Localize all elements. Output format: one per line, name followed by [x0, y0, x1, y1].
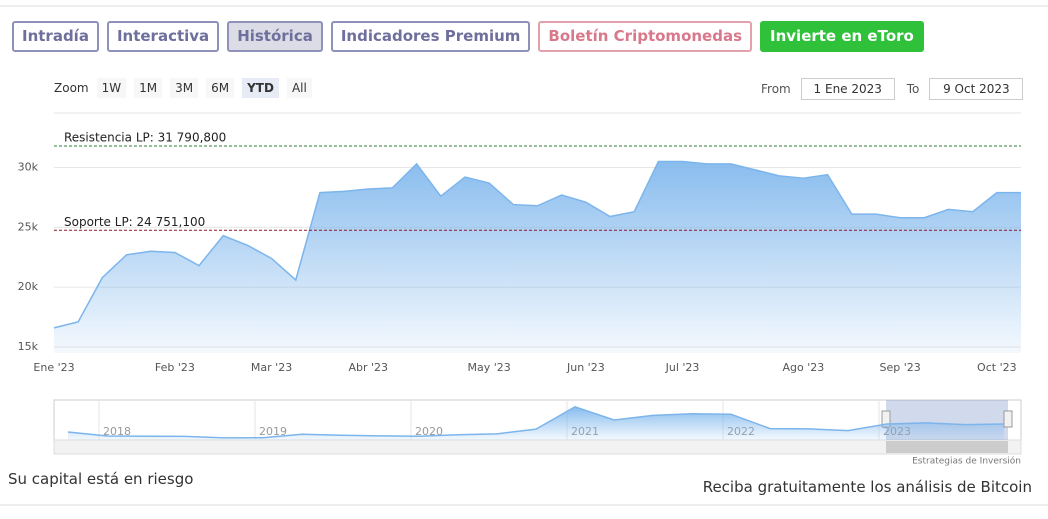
tabs: Intradía Interactiva Histórica Indicadores …	[12, 21, 924, 52]
x-tick-label: Sep '23	[880, 361, 921, 374]
navigator-year-label: 2019	[259, 425, 287, 438]
from-input[interactable]: 1 Ene 2023	[800, 78, 895, 100]
x-tick-label: Abr '23	[348, 361, 388, 374]
x-tick-label: Mar '23	[251, 361, 292, 374]
zoom-label: Zoom	[54, 81, 89, 95]
tab[interactable]: Indicadores Premium	[330, 21, 531, 52]
tab[interactable]: Intradía	[12, 21, 99, 52]
y-tick-label: 15k	[18, 340, 39, 353]
x-tick-label: May '23	[468, 361, 511, 374]
x-tick-label: Ago '23	[783, 361, 825, 374]
area-fill	[68, 406, 1004, 440]
scrollbar[interactable]	[53, 439, 1022, 455]
reference-label: Resistencia LP: 31 790,800	[64, 131, 226, 145]
tab[interactable]: Interactiva	[106, 21, 220, 52]
scrollbar-thumb[interactable]	[886, 441, 1008, 453]
area-fill	[54, 161, 1021, 353]
zoom: Zoom 1W 1M 3M 6M YTD All	[54, 78, 312, 98]
credit: Estrategias de Inversión	[912, 456, 1021, 467]
navigator-year-label: 2020	[415, 425, 443, 438]
x-tick-label: Oct '23	[977, 361, 1017, 374]
zoom-button[interactable]: YTD	[242, 78, 279, 98]
newsletter-note[interactable]: Reciba gratuitamente los análisis de Bit…	[702, 478, 1032, 496]
reference-label: Soporte LP: 24 751,100	[64, 215, 205, 229]
from-label: From	[761, 82, 791, 96]
zoom-button[interactable]: 3M	[170, 78, 199, 98]
zoom-button[interactable]: 1M	[134, 78, 163, 98]
risk-note: Su capital está en riesgo	[8, 470, 194, 488]
area-line	[67, 406, 1005, 439]
tab[interactable]: Histórica	[227, 21, 323, 52]
y-tick-label: 20k	[18, 280, 39, 293]
tab[interactable]: Boletín Criptomonedas	[538, 21, 753, 52]
zoom-button[interactable]: All	[286, 78, 312, 98]
navigator-year-label: 2018	[103, 425, 131, 438]
y-tick-label: 30k	[18, 160, 39, 173]
range: From 1 Ene 2023 To 9 Oct 2023	[761, 78, 1035, 100]
to-label: To	[906, 82, 920, 96]
tab[interactable]: Invierte en eToro	[760, 21, 924, 52]
x-tick-label: Jul '23	[665, 361, 700, 374]
x-tick-label: Jun '23	[566, 361, 605, 374]
x-tick-label: Feb '23	[155, 361, 195, 374]
zoom-button[interactable]: 1W	[96, 78, 127, 98]
navigator-handle[interactable]	[1003, 410, 1013, 428]
area-line	[53, 160, 1021, 329]
x-tick-label: Ene '23	[33, 361, 74, 374]
zoom-button[interactable]: 6M	[206, 78, 235, 98]
y-tick-label: 25k	[18, 220, 39, 233]
to-input[interactable]: 9 Oct 2023	[929, 78, 1024, 100]
